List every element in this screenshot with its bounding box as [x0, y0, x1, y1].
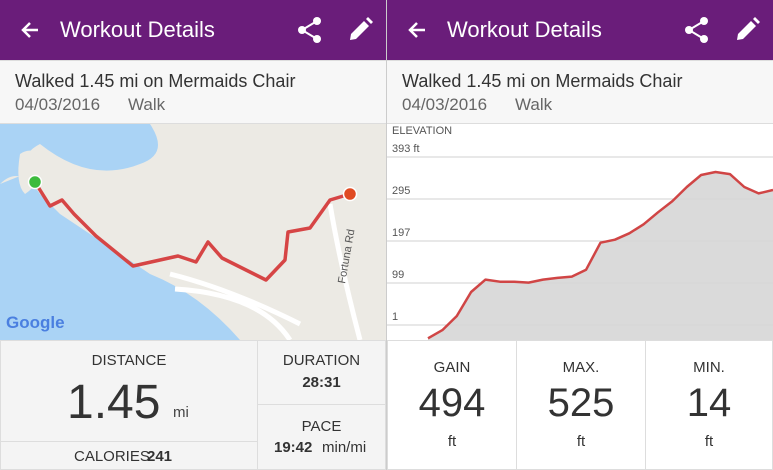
- back-button[interactable]: [18, 18, 42, 42]
- stat-value: 1.45: [67, 376, 161, 429]
- stat-label: MAX.: [562, 359, 600, 376]
- chart-title: ELEVATION: [392, 125, 452, 137]
- y-tick-label: 99: [392, 269, 404, 281]
- y-tick-label: 393 ft: [392, 143, 420, 155]
- stat-value: 494: [418, 381, 486, 425]
- workout-activity: Walk: [515, 95, 553, 114]
- y-tick-label: 1: [392, 311, 398, 323]
- edit-button[interactable]: [346, 16, 374, 44]
- stat-label: DURATION: [282, 352, 361, 369]
- stat-unit: mi: [173, 404, 189, 421]
- header-title: Workout Details: [60, 17, 215, 42]
- workout-summary: Walked 1.45 mi on Mermaids Chair 04/03/2…: [387, 60, 773, 124]
- y-tick-label: 295: [392, 185, 410, 197]
- stat-label: PACE: [301, 418, 342, 435]
- workout-activity: Walk: [128, 95, 166, 114]
- stat-label: GAIN: [433, 359, 471, 376]
- stat-unit: ft: [704, 433, 714, 450]
- stat-label: DISTANCE: [91, 352, 167, 369]
- header-title: Workout Details: [447, 17, 602, 42]
- workout-date: 04/03/2016: [402, 95, 488, 114]
- workout-title: Walked 1.45 mi on Mermaids Chair: [15, 71, 296, 91]
- workout-date: 04/03/2016: [15, 95, 101, 114]
- elevation-area: [428, 172, 773, 340]
- stat-value: 19:42: [274, 439, 313, 456]
- workout-title: Walked 1.45 mi on Mermaids Chair: [402, 71, 683, 91]
- share-button[interactable]: [296, 16, 324, 44]
- stat-value: 525: [547, 381, 615, 425]
- app-bar: Workout Details: [387, 0, 773, 60]
- elevation-chart: ELEVATION 1 99 197 295 393 ft: [387, 124, 773, 340]
- stat-unit: ft: [576, 433, 586, 450]
- stat-label: CALORIES: [74, 448, 150, 465]
- stat-cell: MIN. 14 ft: [645, 340, 773, 470]
- edit-button[interactable]: [733, 16, 761, 44]
- y-tick-label: 197: [392, 227, 410, 239]
- route-map[interactable]: Fortuna Rd Google: [0, 124, 386, 340]
- duration-cell: DURATION 28:31: [257, 340, 386, 405]
- stat-value: 28:31: [302, 374, 341, 391]
- app-bar: Workout Details: [0, 0, 386, 60]
- distance-cell: DISTANCE 1.45 mi: [0, 340, 258, 442]
- divider: [386, 0, 387, 470]
- pace-cell: PACE 19:42 min/mi: [257, 404, 386, 470]
- elevation-stats: GAIN 494 ft MAX. 525 ft MIN. 14 ft: [387, 340, 773, 470]
- stat-label: MIN.: [693, 359, 725, 376]
- calories-cell: CALORIES 241: [0, 441, 258, 470]
- workout-summary: Walked 1.45 mi on Mermaids Chair 04/03/2…: [0, 60, 386, 124]
- stat-cell: GAIN 494 ft: [387, 340, 517, 470]
- back-button[interactable]: [405, 18, 429, 42]
- map-logo: Google: [6, 313, 65, 332]
- stat-value: 241: [147, 448, 173, 465]
- stat-unit: min/mi: [322, 439, 367, 456]
- stat-cell: MAX. 525 ft: [516, 340, 646, 470]
- stat-value: 14: [686, 381, 732, 425]
- stat-unit: ft: [447, 433, 457, 450]
- share-button[interactable]: [683, 16, 711, 44]
- elevation-line: [427, 170, 773, 340]
